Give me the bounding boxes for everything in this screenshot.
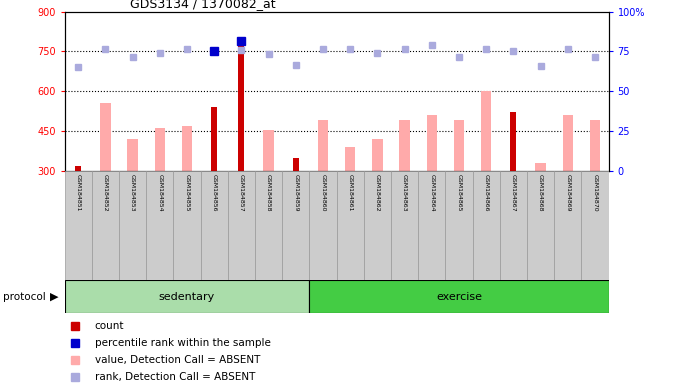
Bar [590, 121, 600, 171]
Text: GDS3134 / 1370082_at: GDS3134 / 1370082_at [130, 0, 275, 10]
Bar [426, 115, 437, 171]
Text: percentile rank within the sample: percentile rank within the sample [95, 338, 271, 348]
Bar [182, 126, 192, 171]
Text: GSM184856: GSM184856 [211, 174, 217, 212]
Text: GSM184852: GSM184852 [103, 174, 108, 212]
Bar [454, 121, 464, 171]
Bar [318, 121, 328, 171]
Text: GSM184861: GSM184861 [347, 174, 353, 212]
Text: GSM184853: GSM184853 [130, 174, 135, 212]
Text: GSM184854: GSM184854 [157, 174, 163, 212]
Text: value, Detection Call = ABSENT: value, Detection Call = ABSENT [95, 355, 260, 365]
Bar [535, 163, 546, 171]
Bar [309, 280, 609, 313]
Bar [309, 171, 337, 280]
Text: GSM184866: GSM184866 [483, 174, 489, 212]
Bar [239, 43, 244, 171]
Text: GSM184867: GSM184867 [511, 174, 516, 212]
Bar [92, 171, 119, 280]
Text: GSM184863: GSM184863 [402, 174, 407, 212]
Text: GSM184868: GSM184868 [538, 174, 543, 212]
Text: GSM184865: GSM184865 [456, 174, 462, 212]
Bar [75, 166, 81, 171]
Text: GSM184857: GSM184857 [239, 174, 244, 212]
Text: GSM184859: GSM184859 [293, 174, 299, 212]
Bar [127, 139, 138, 171]
Text: GSM184855: GSM184855 [184, 174, 190, 212]
Bar [337, 171, 364, 280]
Bar [201, 171, 228, 280]
Bar [562, 115, 573, 171]
Bar [211, 107, 217, 171]
Bar [119, 171, 146, 280]
Bar [228, 171, 255, 280]
Text: ▶: ▶ [50, 291, 58, 302]
Text: protocol: protocol [3, 291, 46, 302]
Bar [345, 147, 356, 171]
Text: GSM184864: GSM184864 [429, 174, 435, 212]
Bar [481, 91, 492, 171]
Bar [473, 171, 500, 280]
Bar [527, 171, 554, 280]
Bar [418, 171, 445, 280]
Bar [372, 139, 383, 171]
Text: GSM184870: GSM184870 [592, 174, 598, 212]
Bar [263, 130, 274, 171]
Bar [65, 171, 92, 280]
Bar [500, 171, 527, 280]
Text: count: count [95, 321, 124, 331]
Text: sedentary: sedentary [159, 291, 215, 302]
Bar [146, 171, 173, 280]
Bar [282, 171, 309, 280]
Text: GSM184858: GSM184858 [266, 174, 271, 212]
Bar [511, 113, 516, 171]
Bar [581, 171, 609, 280]
Text: exercise: exercise [436, 291, 482, 302]
Bar [399, 121, 410, 171]
Bar [154, 128, 165, 171]
Text: GSM184851: GSM184851 [75, 174, 81, 212]
Bar [293, 157, 299, 171]
Bar [65, 280, 309, 313]
Text: GSM184862: GSM184862 [375, 174, 380, 212]
Bar [445, 171, 473, 280]
Bar [255, 171, 282, 280]
Text: rank, Detection Call = ABSENT: rank, Detection Call = ABSENT [95, 372, 255, 382]
Bar [554, 171, 581, 280]
Bar [100, 103, 111, 171]
Bar [364, 171, 391, 280]
Bar [173, 171, 201, 280]
Text: GSM184860: GSM184860 [320, 174, 326, 212]
Text: GSM184869: GSM184869 [565, 174, 571, 212]
Bar [391, 171, 418, 280]
